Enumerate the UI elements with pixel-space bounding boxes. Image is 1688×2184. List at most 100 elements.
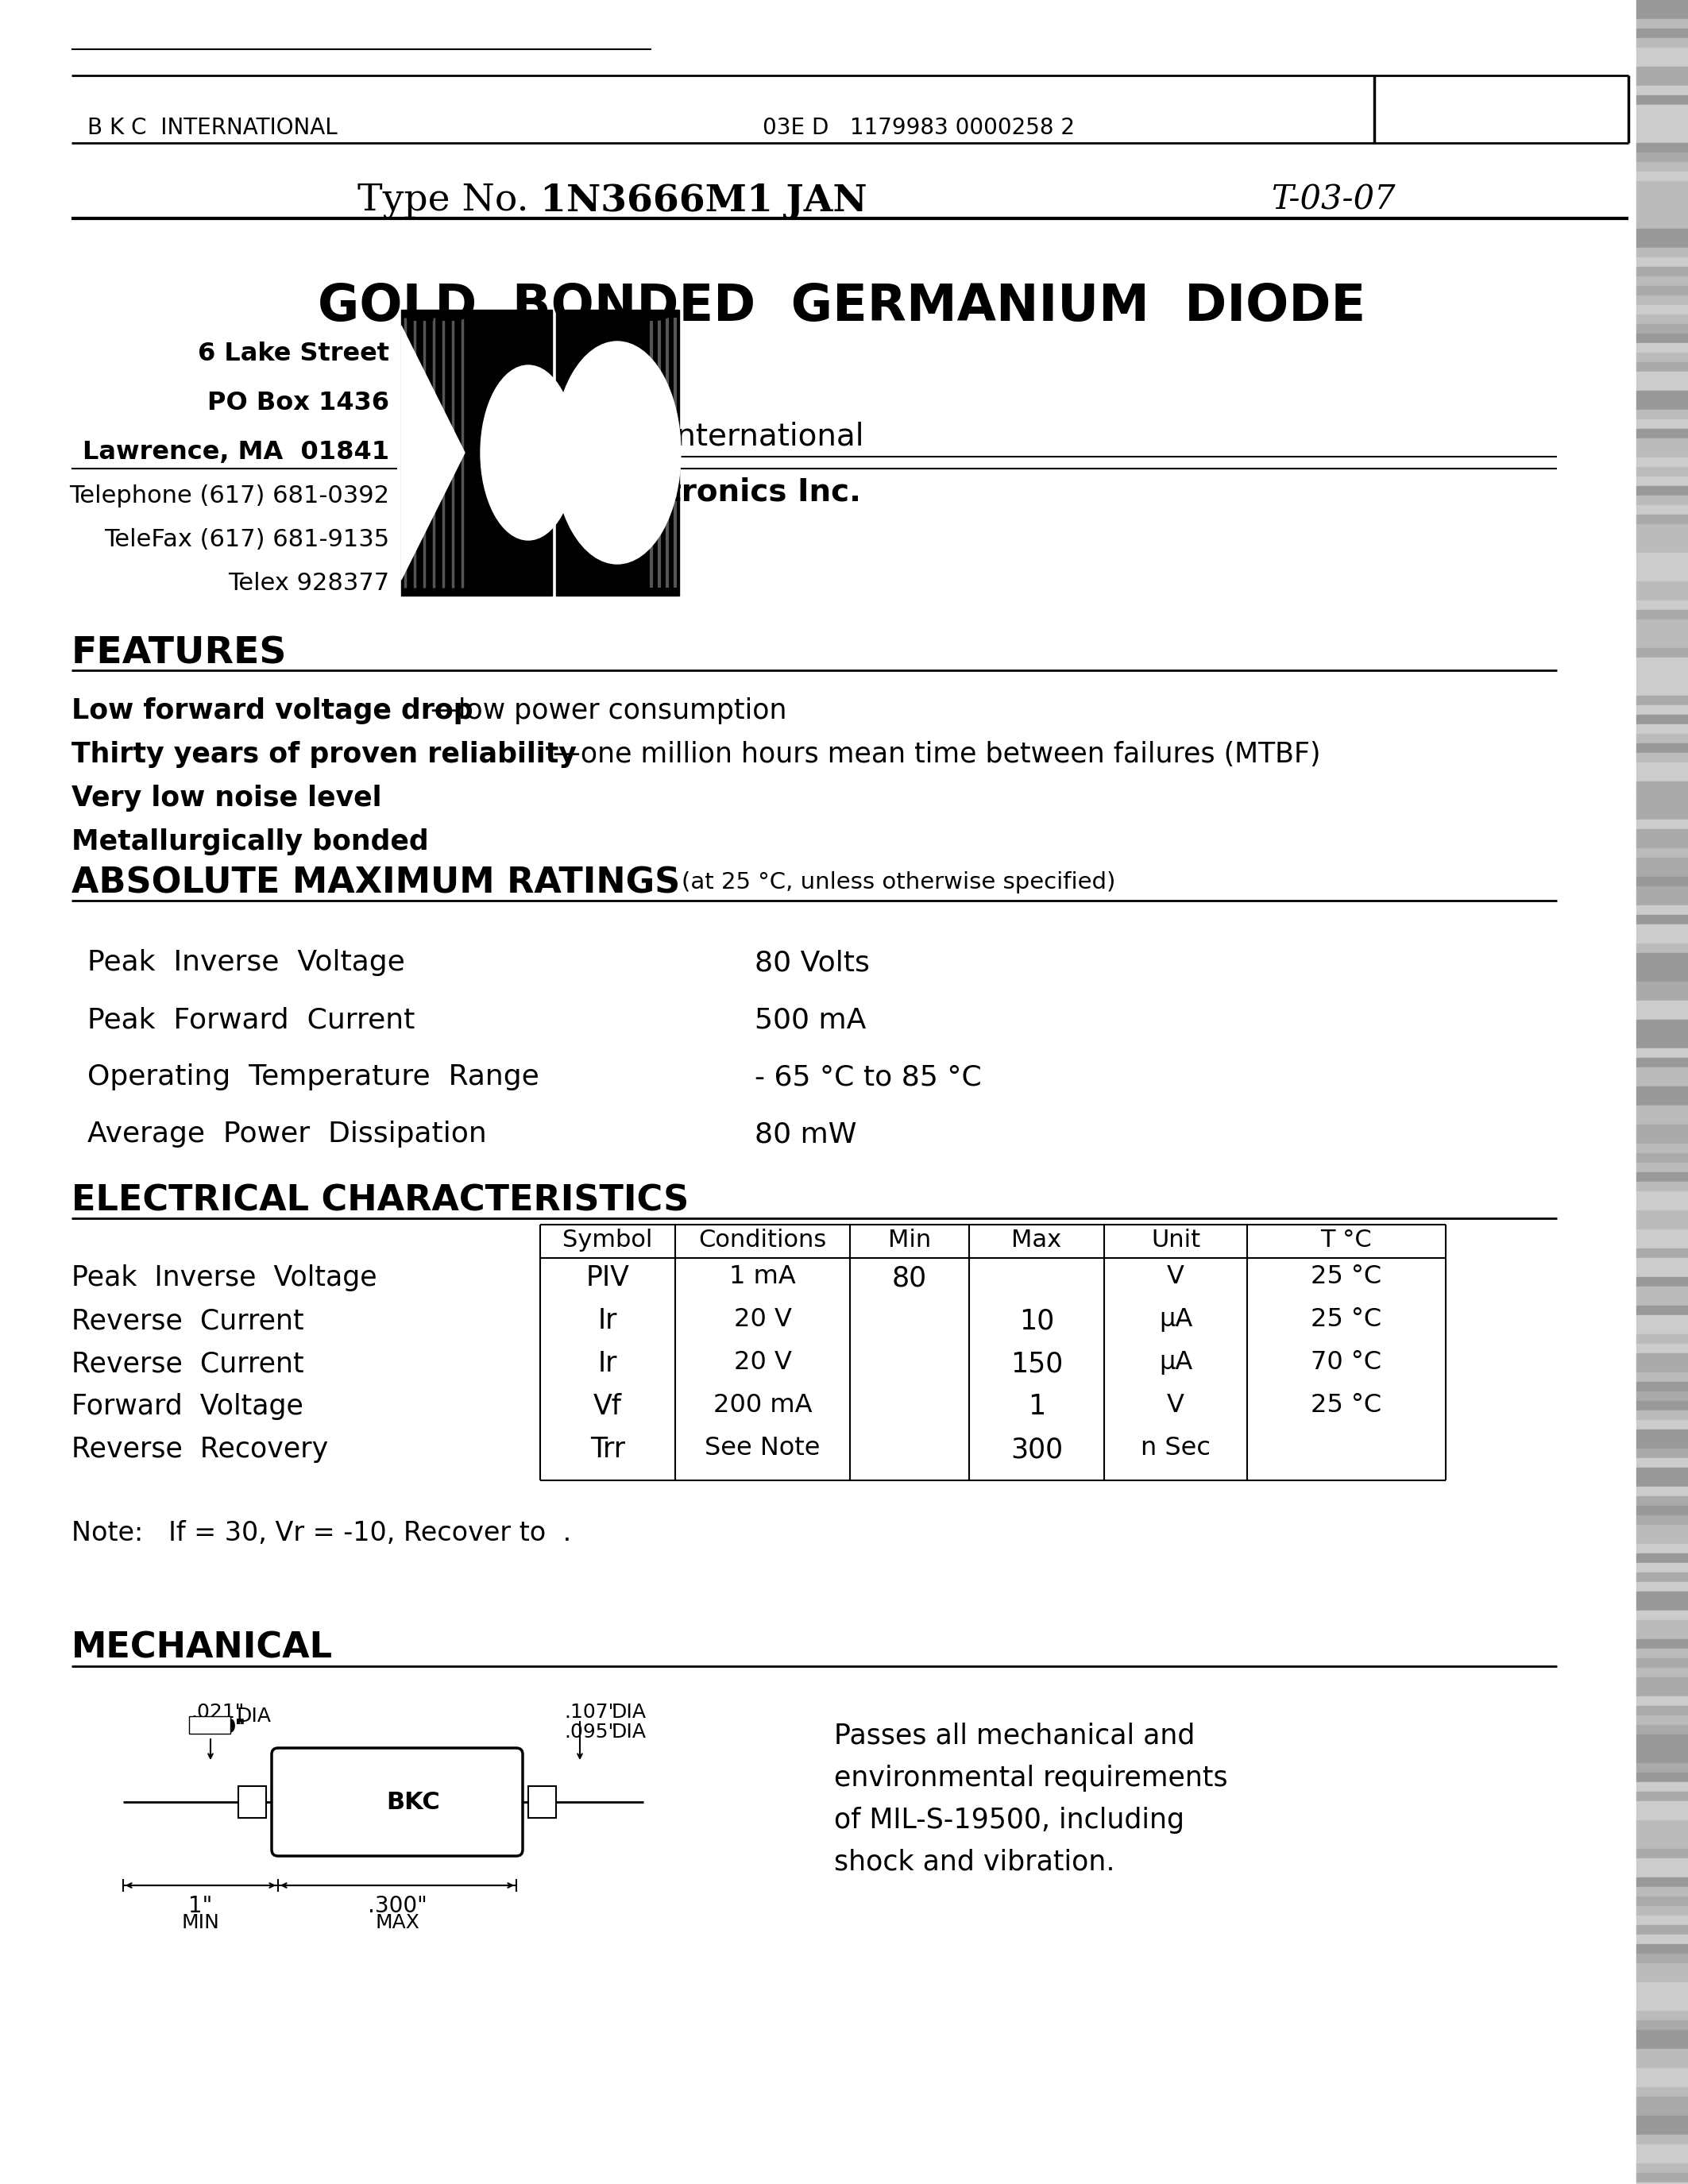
Text: .095": .095" <box>564 1723 618 1741</box>
Bar <box>1636 1592 1688 1601</box>
Bar <box>1636 1326 1688 1334</box>
Bar <box>1636 1896 1688 1907</box>
Bar <box>1636 1524 1688 1535</box>
Bar <box>1636 762 1688 771</box>
Text: Min: Min <box>888 1230 932 1251</box>
Text: MAX: MAX <box>375 1913 419 1933</box>
Bar <box>1636 725 1688 734</box>
Bar <box>1636 2153 1688 2164</box>
Bar <box>1636 2145 1688 2153</box>
Bar <box>1636 1182 1688 1190</box>
Text: 20 V: 20 V <box>734 1350 792 1374</box>
Bar <box>1636 2060 1688 2068</box>
Text: Trr: Trr <box>591 1435 625 1463</box>
Bar <box>1636 153 1688 162</box>
Bar <box>1636 887 1688 895</box>
Bar <box>1636 1955 1688 1963</box>
Bar <box>1636 1400 1688 1411</box>
Text: PIV: PIV <box>586 1265 630 1291</box>
Text: 20 V: 20 V <box>734 1308 792 1332</box>
Bar <box>1636 697 1688 705</box>
Bar <box>1636 1267 1688 1278</box>
Bar <box>1636 714 1688 725</box>
Bar <box>1636 114 1688 124</box>
Bar <box>1636 677 1688 686</box>
Bar <box>1636 1173 1688 1182</box>
Bar <box>1636 895 1688 906</box>
Text: BKC: BKC <box>387 1791 441 1813</box>
Bar <box>1636 2164 1688 2173</box>
Bar <box>1636 1983 1688 1992</box>
Bar <box>1636 819 1688 830</box>
Bar <box>1636 1697 1688 1706</box>
Text: Max: Max <box>1011 1230 1062 1251</box>
Bar <box>1636 1553 1688 1564</box>
Bar <box>1636 1040 1688 1048</box>
Bar <box>1636 1745 1688 1754</box>
Text: 6 Lake Street: 6 Lake Street <box>197 341 390 367</box>
Bar <box>1636 1887 1688 1896</box>
Bar <box>1636 382 1688 391</box>
Bar <box>1636 124 1688 133</box>
Bar <box>1636 1658 1688 1669</box>
Bar <box>1636 1610 1688 1621</box>
Text: Low forward voltage drop: Low forward voltage drop <box>71 697 473 725</box>
Text: PO Box 1436: PO Box 1436 <box>208 391 390 415</box>
Bar <box>1636 1811 1688 1819</box>
Bar <box>1636 924 1688 935</box>
Bar <box>1636 1754 1688 1762</box>
Text: FEATURES: FEATURES <box>71 636 287 670</box>
Bar <box>1636 352 1688 363</box>
Text: Average  Power  Dissipation: Average Power Dissipation <box>88 1120 486 1147</box>
Bar <box>1636 505 1688 515</box>
Text: Telex 928377: Telex 928377 <box>228 572 390 594</box>
Bar <box>1636 629 1688 638</box>
Bar <box>1636 343 1688 352</box>
Bar <box>1636 791 1688 802</box>
Bar <box>402 310 552 596</box>
Bar <box>1636 68 1688 76</box>
Text: —one million hours mean time between failures (MTBF): —one million hours mean time between fai… <box>554 740 1320 769</box>
Bar <box>1636 992 1688 1000</box>
Bar <box>1636 858 1688 867</box>
Bar <box>1636 2134 1688 2145</box>
Bar <box>1636 1249 1688 1258</box>
Bar <box>1636 476 1688 487</box>
Bar <box>1636 1850 1688 1859</box>
Bar <box>1636 1057 1688 1068</box>
Bar <box>1636 2068 1688 2077</box>
Bar <box>555 310 679 596</box>
Text: Conditions: Conditions <box>699 1230 827 1251</box>
Bar <box>528 1787 555 1817</box>
Bar <box>1636 581 1688 592</box>
Bar <box>1636 2116 1688 2125</box>
Text: μA: μA <box>1160 1308 1192 1332</box>
Bar <box>1636 1773 1688 1782</box>
Bar <box>1636 601 1688 609</box>
Bar <box>1636 1649 1688 1658</box>
Bar <box>1636 2173 1688 2182</box>
Bar <box>1636 1354 1688 1363</box>
Bar <box>1636 1564 1688 1572</box>
Bar <box>1636 48 1688 57</box>
Bar <box>1636 496 1688 505</box>
Text: —low power consumption: —low power consumption <box>430 697 787 725</box>
Bar <box>1636 935 1688 943</box>
Text: GOLD  BONDED  GERMANIUM  DIODE: GOLD BONDED GERMANIUM DIODE <box>317 282 1366 332</box>
Text: 25 °C: 25 °C <box>1312 1265 1382 1289</box>
Bar <box>1636 1391 1688 1400</box>
Bar <box>1636 2011 1688 2020</box>
Bar <box>1636 1190 1688 1201</box>
Bar <box>1636 1972 1688 1983</box>
Bar <box>1636 487 1688 496</box>
Bar <box>1636 181 1688 190</box>
Bar <box>1636 1907 1688 1915</box>
Bar <box>1636 1640 1688 1649</box>
Bar <box>1636 839 1688 847</box>
Bar <box>238 1787 267 1817</box>
Bar <box>1636 286 1688 295</box>
Text: 1 mA: 1 mA <box>729 1265 795 1289</box>
Bar <box>1636 533 1688 544</box>
Bar <box>1636 142 1688 153</box>
Bar <box>1636 173 1688 181</box>
